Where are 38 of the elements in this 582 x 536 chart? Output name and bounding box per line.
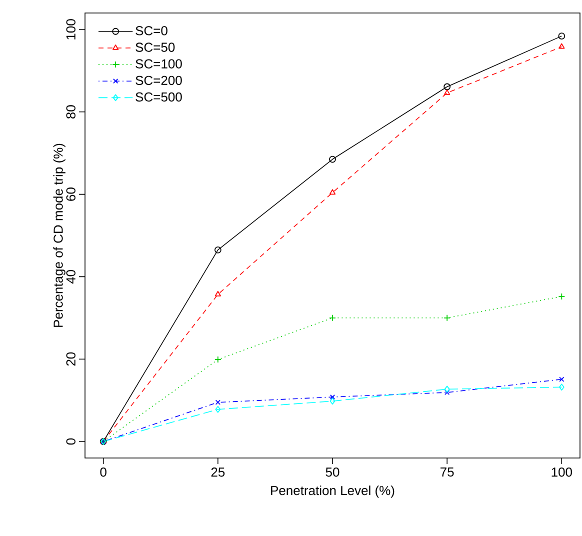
- legend-label: SC=50: [136, 42, 175, 52]
- point: [444, 83, 451, 90]
- y-tick-label: 60: [66, 188, 76, 201]
- point: [215, 400, 220, 405]
- y-axis-title: Percentage of CD mode trip (%): [53, 144, 66, 327]
- legend-label: SC=500: [136, 92, 182, 102]
- legend-label: SC=100: [136, 59, 182, 68]
- point: [329, 314, 336, 322]
- point: [558, 384, 564, 391]
- point: [214, 290, 221, 296]
- point: [330, 394, 336, 400]
- point: [558, 43, 565, 49]
- x-tick-label: 50: [326, 468, 340, 477]
- x-tick-label: 0: [100, 468, 106, 477]
- point: [215, 406, 221, 413]
- point: [559, 376, 564, 382]
- point: [444, 386, 450, 393]
- x-tick-label: 25: [211, 468, 225, 477]
- point: [444, 390, 450, 396]
- legend-label: SC=0: [136, 26, 168, 36]
- point: [444, 314, 451, 322]
- y-tick-label: 80: [66, 105, 76, 119]
- y-tick-label: 100: [66, 19, 76, 40]
- y-tick-label: 40: [66, 270, 76, 284]
- point: [444, 89, 450, 95]
- point: [329, 156, 336, 163]
- legend-label: SC=200: [136, 76, 182, 86]
- point: [214, 356, 222, 363]
- point: [330, 398, 336, 405]
- point: [329, 189, 336, 195]
- point: [558, 32, 566, 40]
- x-tick-label: 75: [440, 468, 454, 477]
- point: [558, 293, 566, 300]
- point: [214, 246, 222, 254]
- x-tick-label: 100: [552, 468, 572, 477]
- y-tick-label: 20: [66, 352, 76, 366]
- y-tick-label: 0: [66, 438, 76, 445]
- x-axis-title: Penetration Level (%): [271, 486, 394, 498]
